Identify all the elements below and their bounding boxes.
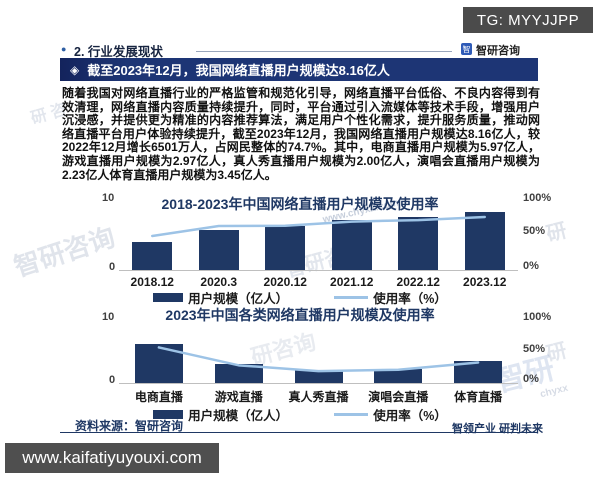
line-swatch-icon <box>334 413 369 416</box>
section-title: 2. 行业发展现状 <box>74 45 163 59</box>
header-divider <box>196 51 452 52</box>
brand-logo-icon: 智 <box>461 43 472 55</box>
bar <box>132 241 173 270</box>
usage-rate-line <box>151 215 486 238</box>
chart1-legend-bar-item: 用户规模（亿人） <box>153 288 288 307</box>
bar <box>464 212 505 270</box>
url-stamp: www.kaifatiyuyouxi.com <box>5 443 219 473</box>
chart1-plot-area: 2018.12 2020.3 2020.12 2021.12 2022.12 2023.1… <box>119 199 518 289</box>
body-paragraph: 随着我国对网络直播行业的严格监管和规范化引导，网络直播平台低俗、不良内容得到有效… <box>62 86 540 182</box>
brand-slogan: 智领产业 研判未来 <box>452 423 544 435</box>
watermark-text: chyxx <box>539 382 570 401</box>
x-axis-label: 2020.12 <box>263 275 307 289</box>
chart1-right-axis-100: 100% <box>523 192 552 204</box>
url-stamp-label: www.kaifatiyuyouxi.com <box>22 448 202 467</box>
headline-text: 截至2023年12月，我国网络直播用户规模达8.16亿人 <box>87 63 390 78</box>
tg-stamp-label: TG: MYYJJPP <box>476 11 580 29</box>
watermark-text: 研 <box>544 219 569 247</box>
bar <box>265 226 306 270</box>
chart2-legend: 用户规模（亿人） 使用率（%） <box>90 405 510 424</box>
x-axis-label: 电商直播 <box>134 390 183 404</box>
usage-rate-line <box>157 346 480 373</box>
x-axis-label: 2023.12 <box>463 275 507 289</box>
data-source: 资料来源：智研咨询 <box>75 419 184 433</box>
bar <box>331 220 372 270</box>
chart1-legend: 用户规模（亿人） 使用率（%） <box>90 288 510 307</box>
x-axis-label: 2018.12 <box>130 275 174 289</box>
footer-divider <box>60 432 538 433</box>
chart2-legend-line-label: 使用率（%） <box>373 409 447 423</box>
headline-banner: ◈ 截至2023年12月，我国网络直播用户规模达8.16亿人 <box>60 58 538 81</box>
bar <box>294 370 343 383</box>
chart1-right-axis-50: 50% <box>523 225 546 237</box>
bar-swatch-icon <box>153 293 184 302</box>
diamond-icon: ◈ <box>70 62 80 77</box>
chart2-legend-bar-label: 用户规模（亿人） <box>188 409 289 423</box>
chart1-legend-line-item: 使用率（%） <box>334 288 447 307</box>
bar <box>454 360 503 383</box>
chart2-title: 2023年中国各类网络直播用户规模及使用率 <box>165 307 435 323</box>
x-axis-label: 2022.12 <box>396 275 440 289</box>
chart2-left-axis-max: 10 <box>102 311 115 323</box>
tg-stamp: TG: MYYJJPP <box>463 7 593 33</box>
chart2-legend-line-item: 使用率（%） <box>334 405 447 424</box>
chart1-title: 2018-2023年中国网络直播用户规模及使用率 <box>161 196 439 212</box>
chart2-right-axis-0: 0% <box>523 373 539 385</box>
chart2-plot-area: 电商直播 游戏直播 真人秀直播 演唱会直播 体育直播 <box>119 318 518 404</box>
chart2-legend-bar-item: 用户规模（亿人） <box>153 405 288 424</box>
bar <box>374 368 423 383</box>
bar <box>214 363 263 383</box>
line-swatch-icon <box>334 296 369 299</box>
chart1-left-axis-max: 10 <box>102 192 115 204</box>
x-axis-label: 演唱会直播 <box>368 390 429 404</box>
x-axis-label: 体育直播 <box>454 390 503 404</box>
chart2-right-axis-100: 100% <box>523 311 552 323</box>
chart1-legend-bar-label: 用户规模（亿人） <box>188 292 289 306</box>
x-axis-label: 真人秀直播 <box>288 390 349 404</box>
x-axis-label: 2021.12 <box>330 275 374 289</box>
chart2-right-axis-50: 50% <box>523 343 546 355</box>
bar <box>198 230 239 270</box>
x-axis-label: 游戏直播 <box>214 390 263 404</box>
bar-swatch-icon <box>153 410 184 419</box>
watermark-text: 智研咨询 <box>10 221 119 283</box>
x-axis-label: 2020.3 <box>200 275 238 289</box>
watermark-text: 研 <box>544 339 569 367</box>
bar <box>398 216 439 270</box>
bullet-icon: ● <box>61 44 67 54</box>
chart2-left-axis-min: 0 <box>109 374 116 386</box>
chart1-legend-line-label: 使用率（%） <box>373 292 447 306</box>
chart1-right-axis-0: 0% <box>523 260 539 272</box>
chart1-left-axis-min: 0 <box>109 261 116 273</box>
brand-name: 智研咨询 <box>476 45 520 57</box>
